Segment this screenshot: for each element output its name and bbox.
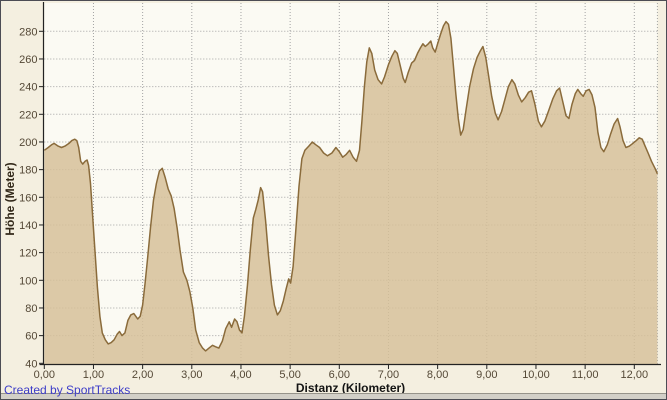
y-tick-labels: 40 60 80 100 120 140 160 180 200 220 240 260 280	[19, 26, 37, 370]
y-tick-label: 60	[25, 331, 37, 343]
y-axis-title: Höhe (Meter)	[3, 162, 17, 236]
y-tick-label: 140	[19, 220, 37, 232]
y-tick-label: 160	[19, 192, 37, 204]
y-tick-label: 260	[19, 54, 37, 66]
x-tick-label: 3,00	[181, 369, 202, 381]
x-tick-label: 11,00	[572, 369, 599, 381]
x-tick-label: 10,00	[522, 369, 550, 381]
y-tick-label: 120	[19, 248, 37, 260]
x-tick-label: 9,00	[476, 369, 497, 381]
sporttracks-credit-link[interactable]: Created by SportTracks	[4, 383, 131, 397]
x-tick-label: 8,00	[427, 369, 448, 381]
x-axis-title: Distanz (Kilometer)	[295, 381, 406, 395]
x-tick-labels: 0,00 1,00 2,00 3,00 4,00 5,00 6,00 7,00 8,00 9,00…	[34, 369, 648, 381]
status-bar	[1, 393, 666, 399]
elevation-chart[interactable]: 40 60 80 100 120 140 160 180 200 220 240 260 280 0,00…	[1, 1, 666, 383]
elevation-line	[43, 20, 659, 352]
elevation-chart-svg: 40 60 80 100 120 140 160 180 200 220 240 260 280 0,00…	[19, 2, 661, 381]
y-tick-label: 100	[19, 275, 37, 287]
x-tick-label: 2,00	[132, 369, 153, 381]
x-tick-label: 4,00	[230, 369, 251, 381]
x-tick-label: 5,00	[279, 369, 300, 381]
y-tick-label: 200	[19, 137, 37, 149]
y-tick-label: 240	[19, 82, 37, 94]
y-tick-label: 40	[25, 358, 37, 370]
y-tick-label: 180	[19, 165, 37, 177]
y-tick-label: 220	[19, 109, 37, 121]
axes	[39, 2, 661, 366]
x-tick-label: 6,00	[329, 369, 350, 381]
x-tick-label: 1,00	[83, 369, 104, 381]
tick-marks	[39, 30, 635, 369]
elevation-area[interactable]	[44, 21, 658, 364]
x-tick-label: 12,00	[621, 369, 649, 381]
y-tick-label: 80	[25, 303, 37, 315]
x-tick-label: 7,00	[378, 369, 399, 381]
y-tick-label: 280	[19, 26, 37, 38]
x-tick-label: 0,00	[34, 369, 55, 381]
